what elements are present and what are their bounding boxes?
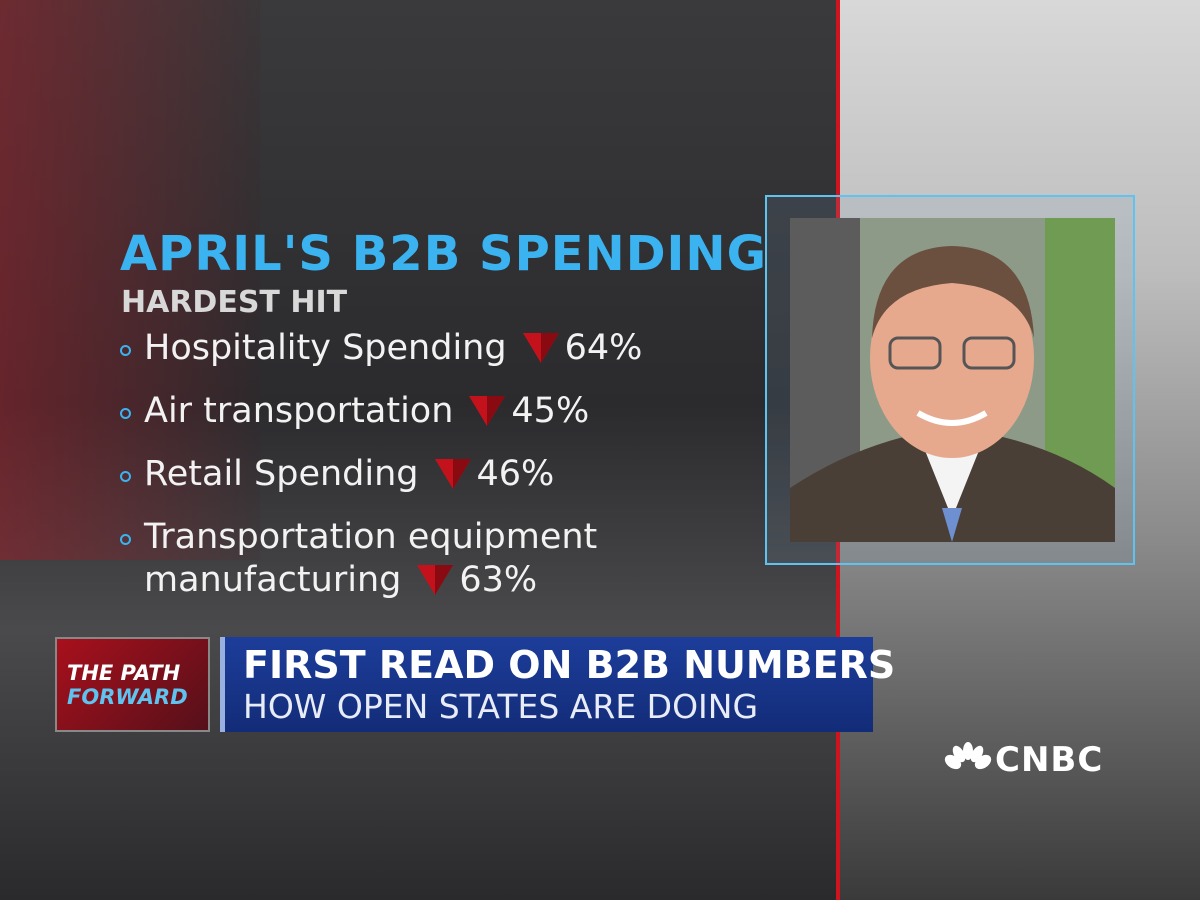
down-arrow: [522, 333, 559, 363]
down-arrow-shade: [540, 333, 559, 363]
item-list: Hospitality Spending 64% Air transportatio…: [118, 327, 658, 622]
list-item: Air transportation 45%: [118, 390, 658, 433]
show-logo: THE PATH FORWARD: [55, 637, 210, 732]
photo-face: [870, 258, 1034, 458]
lower-third: FIRST READ ON B2B NUMBERS HOW OPEN STATE…: [220, 637, 895, 732]
item-label: Air transportation: [144, 391, 454, 431]
down-arrow-shade: [452, 459, 471, 489]
background-glow: [0, 0, 260, 560]
network-logo: CNBC: [995, 740, 1104, 780]
down-arrow: [469, 396, 506, 426]
photo-tie: [942, 508, 962, 542]
down-arrow: [417, 565, 454, 595]
down-arrow: [434, 459, 471, 489]
graphic-title: APRIL'S B2B SPENDING: [120, 226, 767, 282]
graphic-subtitle: HARDEST HIT: [121, 285, 348, 320]
item-change: 46%: [476, 454, 555, 494]
network-icon: [944, 742, 992, 770]
list-item: Transportation equipment manufacturing 63…: [118, 516, 658, 602]
photo-smile: [916, 410, 988, 426]
photo-glasses: [962, 336, 1016, 370]
down-arrow-shade: [435, 565, 454, 595]
item-label: Hospitality Spending: [144, 328, 507, 368]
photo-glasses: [888, 336, 942, 370]
item-label: Transportation equipment manufacturing: [144, 517, 598, 600]
item-change: 64%: [564, 328, 643, 368]
headline: FIRST READ ON B2B NUMBERS: [243, 643, 896, 687]
guest-photo: [790, 218, 1115, 542]
subheadline: HOW OPEN STATES ARE DOING: [243, 687, 759, 726]
list-item: Hospitality Spending 64%: [118, 327, 658, 370]
item-change: 45%: [511, 391, 590, 431]
item-change: 63%: [459, 560, 538, 600]
photo-hair: [872, 246, 1034, 338]
item-label: Retail Spending: [144, 454, 419, 494]
show-name: THE PATH: [67, 661, 181, 685]
show-name: FORWARD: [67, 685, 188, 709]
down-arrow-shade: [487, 396, 506, 426]
list-item: Retail Spending 46%: [118, 453, 658, 496]
